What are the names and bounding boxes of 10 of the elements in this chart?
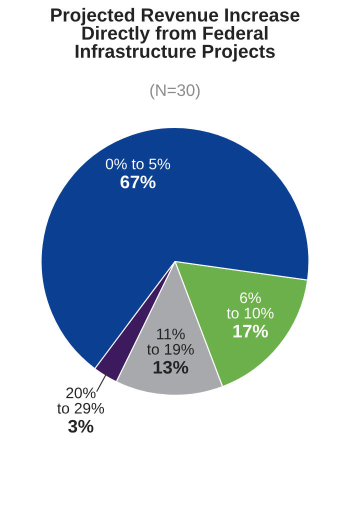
- chart-subtitle: (N=30): [150, 84, 200, 100]
- slice-label: 6% to 10%: [226, 292, 274, 319]
- data-label: 13%: [154, 360, 188, 374]
- slice-label: 0% to 5%: [106, 158, 170, 170]
- slice-label: 11% to 19%: [147, 328, 194, 355]
- data-label: 17%: [233, 324, 268, 338]
- chart-title: Projected Revenue Increase Directly from Federal Infrastructure Projects: [51, 8, 300, 62]
- slice-label: 20% to 29%: [57, 388, 104, 414]
- data-label: 67%: [120, 176, 156, 188]
- data-label: 3%: [68, 420, 94, 433]
